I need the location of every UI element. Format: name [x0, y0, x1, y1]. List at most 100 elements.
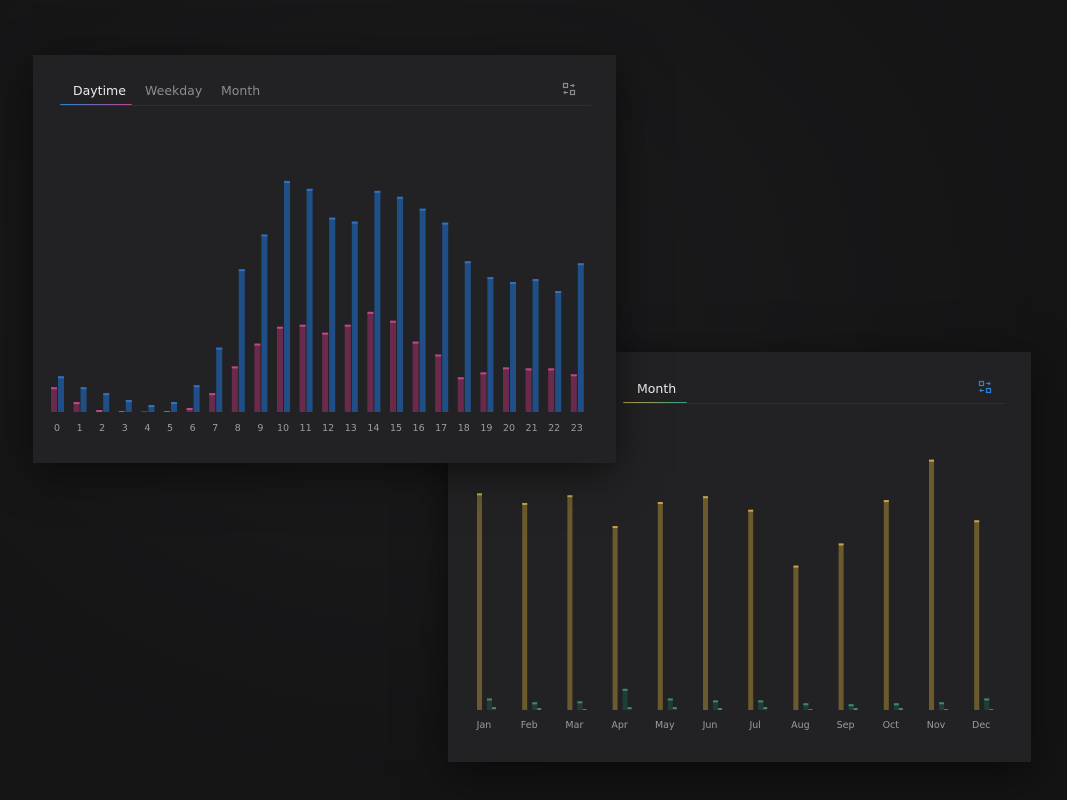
x-tick-label: 12	[322, 423, 334, 434]
bar-teal-Feb	[532, 702, 538, 710]
bar-teal-small-May	[672, 707, 677, 710]
x-tick-label: Jan	[476, 720, 492, 731]
bar-blue-15	[397, 196, 403, 412]
bar-blue-14	[374, 190, 381, 412]
bar-teal-small-Jan	[492, 707, 496, 710]
bar-pink-22	[548, 368, 555, 412]
bar-teal-Jun	[713, 700, 718, 710]
bar-pink-4	[141, 411, 148, 412]
bar-pink-11	[299, 324, 306, 412]
tab-month[interactable]: Month	[637, 381, 677, 396]
x-tick-label: 20	[503, 423, 515, 434]
x-tick-label: 21	[526, 423, 538, 434]
bar-blue-1	[80, 387, 87, 412]
bar-teal-small-Mar	[582, 709, 587, 710]
x-tick-label: 15	[390, 423, 402, 434]
bar-blue-0	[58, 376, 64, 412]
x-tick-label: Mar	[565, 720, 583, 731]
bar-blue-16	[419, 208, 426, 412]
daytime-chart-card: Daytime Weekday Month 0 1 2 3 4 5 6 7 8 9 10 11 12 13…	[33, 55, 616, 463]
bar-teal-small-Apr	[627, 707, 632, 710]
x-tick-label: 6	[190, 423, 196, 434]
bar-teal-small-Oct	[898, 708, 903, 710]
bar-gold-Apr	[612, 526, 618, 710]
bar-blue-21	[532, 279, 539, 412]
bar-blue-7	[216, 347, 223, 412]
bar-pink-13	[344, 324, 351, 412]
bar-teal-Oct	[893, 703, 899, 710]
bar-teal-Jul	[758, 700, 764, 710]
bar-blue-9	[261, 234, 268, 412]
bar-blue-22	[555, 291, 562, 412]
daytime-bar-chart: 0 1 2 3 4 5 6 7 8 9 10 11 12 13 14 15 16 17 18 19 20 21 22 23	[51, 180, 584, 434]
bar-blue-12	[329, 217, 336, 412]
swap-chart-icon[interactable]	[562, 82, 576, 96]
bar-teal-small-Dec	[989, 709, 994, 710]
tab-weekday[interactable]: Weekday	[145, 83, 203, 98]
bar-gold-Mar	[567, 495, 573, 710]
x-tick-label: 0	[54, 423, 60, 434]
bar-pink-14	[367, 311, 374, 412]
bar-blue-11	[306, 188, 313, 412]
tab-month[interactable]: Month	[221, 83, 261, 98]
bar-gold-Oct	[883, 500, 889, 710]
bar-pink-19	[480, 372, 487, 412]
bar-pink-12	[322, 332, 329, 412]
x-tick-label: 4	[144, 423, 150, 434]
x-tick-label: Nov	[927, 720, 946, 731]
bar-blue-13	[351, 221, 358, 412]
bar-pink-18	[457, 377, 464, 412]
x-tick-label: 10	[277, 423, 289, 434]
x-tick-label: 8	[235, 423, 241, 434]
x-tick-label: Oct	[883, 720, 900, 731]
x-tick-label: Feb	[521, 720, 538, 731]
bar-blue-4	[148, 405, 155, 412]
bar-pink-9	[254, 343, 261, 412]
tab-divider	[60, 105, 591, 106]
bar-pink-10	[277, 326, 283, 412]
bar-blue-23	[577, 263, 584, 412]
x-tick-label: 11	[300, 423, 312, 434]
bar-teal-Sep	[848, 704, 854, 710]
bar-gold-Dec	[974, 520, 980, 710]
bar-pink-5	[164, 411, 170, 412]
x-tick-label: 2	[99, 423, 105, 434]
bar-pink-16	[412, 341, 419, 412]
x-tick-label: 17	[435, 423, 447, 434]
x-tick-label: 7	[212, 423, 218, 434]
swap-chart-icon[interactable]	[978, 380, 992, 394]
x-tick-label: Jul	[748, 720, 760, 731]
bar-gold-Aug	[793, 565, 799, 710]
bar-blue-19	[487, 277, 494, 412]
bar-teal-small-Aug	[808, 709, 813, 710]
tab-daytime[interactable]: Daytime	[73, 83, 126, 98]
bar-gold-May	[657, 502, 663, 710]
x-tick-label: Dec	[972, 720, 990, 731]
bar-pink-20	[503, 367, 509, 412]
bar-teal-Nov	[939, 702, 944, 710]
bar-pink-8	[231, 366, 238, 412]
bar-teal-small-Feb	[537, 708, 542, 710]
x-tick-label: 23	[571, 423, 583, 434]
bar-teal-Jan	[487, 698, 492, 710]
bar-blue-18	[464, 261, 471, 412]
bar-blue-20	[510, 282, 516, 412]
bar-gold-Jan	[477, 493, 482, 710]
x-tick-label: 18	[458, 423, 470, 434]
x-tick-label: Jun	[702, 720, 718, 731]
bar-teal-small-Nov	[944, 709, 948, 710]
bar-gold-Nov	[929, 459, 934, 710]
x-tick-label: 5	[167, 423, 173, 434]
x-tick-label: Aug	[791, 720, 810, 731]
bar-pink-1	[73, 402, 80, 412]
bar-blue-6	[193, 385, 200, 412]
bar-teal-May	[667, 698, 673, 710]
tab-divider	[623, 403, 1005, 404]
bar-blue-2	[103, 393, 110, 412]
x-tick-label: Apr	[611, 720, 628, 731]
x-tick-label: May	[655, 720, 675, 731]
x-tick-label: 3	[122, 423, 128, 434]
bar-teal-Aug	[803, 703, 809, 710]
bar-blue-3	[125, 400, 132, 412]
x-tick-label: 19	[480, 423, 492, 434]
